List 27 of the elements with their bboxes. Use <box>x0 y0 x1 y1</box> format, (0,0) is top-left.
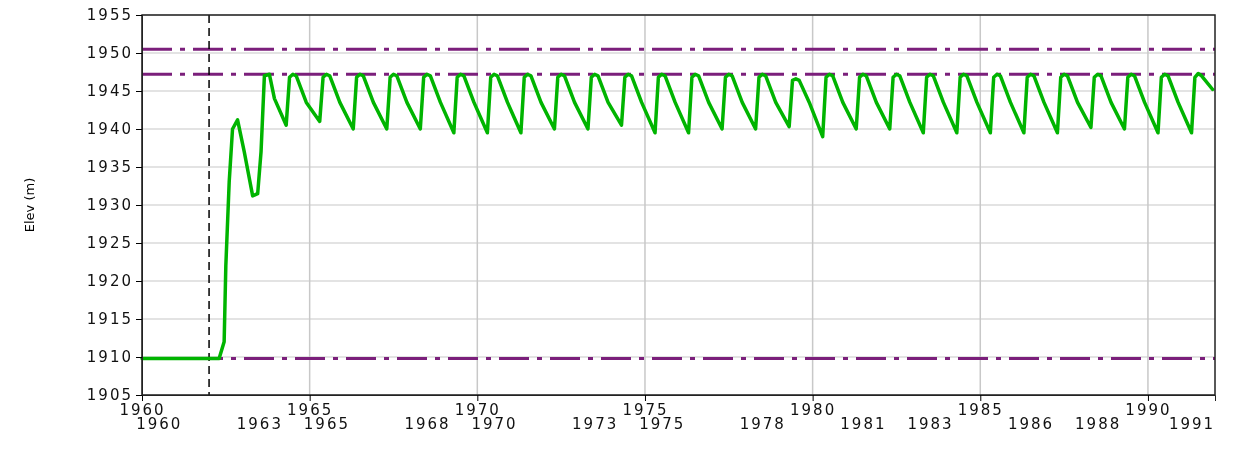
x2-tick-label: 1988 <box>1075 414 1122 433</box>
y-tick-label: 1910 <box>86 348 133 367</box>
x2-tick-label: 1975 <box>639 414 686 433</box>
y-tick-label: 1915 <box>86 310 133 329</box>
x2-tick-label: 1963 <box>236 414 283 433</box>
x-tick-label: 1985 <box>957 400 1004 419</box>
y-tick-label: 1935 <box>86 158 133 177</box>
x2-tick-label: 1986 <box>1007 414 1055 433</box>
x2-tick-label: 1978 <box>739 414 786 433</box>
y-axis-title: Elev (m) <box>22 177 37 233</box>
x2-tick-label: 1965 <box>303 414 351 433</box>
y-tick-label: 1950 <box>86 44 133 63</box>
x2-tick-label: 1983 <box>907 414 954 433</box>
y-tick-label: 1930 <box>86 196 133 215</box>
y-tick-label: 1945 <box>86 82 133 101</box>
x-tick-label: 1980 <box>790 400 837 419</box>
x2-tick-label: 1991 <box>1168 414 1216 433</box>
y-tick-label: 1940 <box>86 120 133 139</box>
x2-tick-label: 1968 <box>404 414 451 433</box>
y-tick-label: 1955 <box>86 6 133 25</box>
x2-tick-label: 1981 <box>840 414 887 433</box>
x2-tick-label: 1973 <box>572 414 619 433</box>
line-series <box>140 71 1215 361</box>
y-tick-label: 1925 <box>86 234 133 253</box>
y-tick-label: 1920 <box>86 272 133 291</box>
x2-tick-label: 1960 <box>136 414 183 433</box>
x2-tick-label: 1970 <box>471 414 518 433</box>
